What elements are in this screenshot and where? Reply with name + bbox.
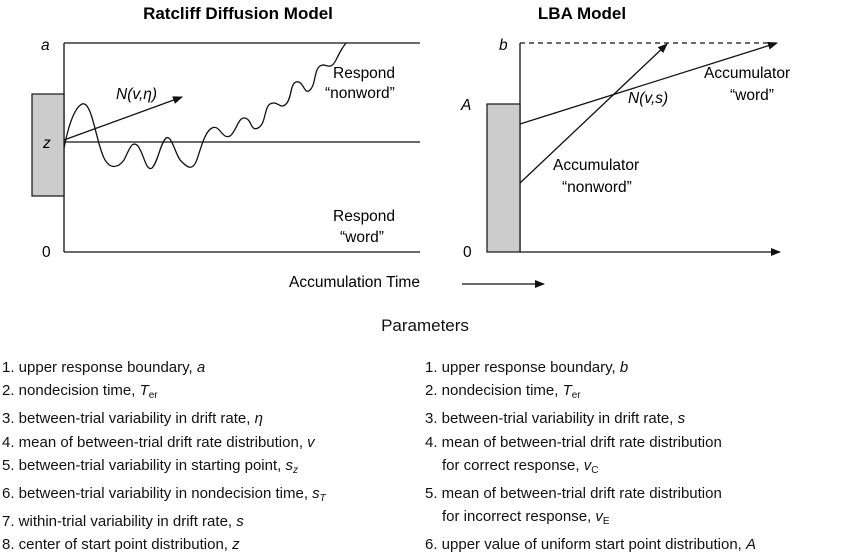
lba-parameter-item: 2. nondecision time, Ter [425, 379, 756, 407]
parameter-symbol: T [562, 382, 572, 400]
accumulator-nonword-line1: Accumulator [553, 157, 639, 174]
diffusion-sample-path [63, 42, 347, 170]
parameter-text: 8. center of start point distribution, [2, 536, 233, 554]
parameter-text: 1. upper response boundary, [425, 359, 620, 376]
diffusion-label-z: z [42, 135, 51, 152]
lba-drift-label: N(v,s) [628, 90, 668, 107]
respond-nonword-line1: Respond [333, 65, 395, 82]
parameter-subscript: er [148, 390, 158, 402]
parameter-symbol: a [196, 359, 206, 376]
lba-parameter-item: 5. mean of between-trial drift rate dist… [425, 482, 756, 505]
parameter-text: 4. mean of between-trial drift rate dist… [425, 433, 722, 451]
lba-label-b: b [499, 37, 508, 54]
parameter-symbol: v [583, 456, 592, 474]
respond-word-line1: Respond [333, 208, 395, 225]
diffusion-parameter-item: 7. within-trial variability in drift rat… [2, 510, 326, 533]
lba-nonword-accumulator-arrow [519, 43, 668, 184]
model-diagrams: Ratcliff Diffusion Model a z 0 N(v,η) Re… [31, 4, 790, 291]
parameter-subscript: T [319, 493, 326, 505]
lba-parameter-list: 1. upper response boundary, b 2. nondecis… [425, 356, 756, 557]
respond-nonword-line2: “nonword” [325, 85, 395, 102]
parameter-symbol: s [285, 456, 293, 474]
diffusion-parameter-item: 2. nondecision time, Ter [2, 379, 326, 407]
parameter-symbol: A [746, 536, 757, 554]
parameter-text: 7. within-trial variability in drift rat… [2, 513, 237, 531]
diffusion-parameter-item: 6. between-trial variability in nondecis… [2, 482, 326, 510]
diffusion-parameter-item: 8. center of start point distribution, z [2, 533, 326, 556]
parameter-text: 1. upper response boundary, [2, 359, 197, 376]
diffusion-parameter-item: 4. mean of between-trial drift rate dist… [2, 431, 326, 454]
diffusion-drift-arrow [63, 96, 183, 141]
diffusion-label-a: a [41, 37, 50, 54]
parameter-symbol: z [232, 536, 240, 554]
parameter-text: 2. nondecision time, [425, 382, 563, 400]
lba-parameter-item: 1. upper response boundary, b [425, 356, 756, 379]
lba-parameter-item: 4. mean of between-trial drift rate dist… [425, 431, 756, 454]
lba-label-zero: 0 [463, 244, 472, 261]
parameter-subscript: z [292, 464, 298, 476]
lba-word-accumulator-arrow [519, 41, 778, 125]
diffusion-parameter-item: 5. between-trial variability in starting… [2, 454, 326, 482]
parameter-text: 3. between-trial variability in drift ra… [425, 410, 678, 428]
diffusion-nondecision-box [31, 93, 65, 197]
diffusion-parameter-list: 1. upper response boundary, a 2. nondecis… [2, 356, 326, 557]
lba-parameter-item-continued: for correct response, vC [425, 454, 756, 482]
parameter-text: for incorrect response, [442, 508, 596, 526]
accumulator-word-line1: Accumulator [704, 65, 790, 82]
lba-parameter-item: 3. between-trial variability in drift ra… [425, 407, 756, 430]
accumulator-word-line2: “word” [730, 87, 774, 104]
lba-parameter-item-continued: for incorrect response, vE [425, 505, 756, 533]
diffusion-title: Ratcliff Diffusion Model [143, 4, 333, 23]
parameter-symbol: s [236, 513, 244, 531]
diffusion-parameter-item: 3. between-trial variability in drift ra… [2, 407, 326, 430]
accumulator-nonword-line2: “nonword” [562, 179, 632, 196]
parameter-symbol: s [677, 410, 686, 428]
parameter-symbol: η [254, 410, 263, 428]
parameter-symbol: b [619, 359, 629, 376]
diffusion-parameter-item: 1. upper response boundary, a [2, 356, 326, 379]
accumulation-time-label: Accumulation Time [289, 274, 420, 291]
lba-label-A: A [460, 97, 471, 114]
parameter-subscript: er [571, 390, 581, 402]
lba-start-point-box [486, 103, 521, 253]
parameter-subscript: C [591, 464, 599, 476]
parameter-text: 2. nondecision time, [2, 382, 140, 400]
parameter-text: 4. mean of between-trial drift rate dist… [2, 433, 308, 451]
parameter-subscript: E [602, 516, 610, 528]
parameter-text: 6. between-trial variability in nondecis… [2, 485, 313, 503]
parameter-symbol: s [312, 485, 320, 503]
parameter-text: 3. between-trial variability in drift ra… [2, 410, 255, 428]
lba-parameter-item: 6. upper value of uniform start point di… [425, 533, 756, 556]
parameter-text: 5. between-trial variability in starting… [2, 456, 286, 474]
parameters-heading: Parameters [381, 316, 469, 335]
diffusion-drift-label: N(v,η) [116, 86, 157, 103]
parameter-text: 6. upper value of uniform start point di… [425, 536, 747, 554]
parameter-symbol: v [307, 433, 315, 451]
parameter-text: 5. mean of between-trial drift rate dist… [425, 485, 722, 503]
parameter-symbol: v [595, 508, 603, 526]
lba-title: LBA Model [538, 4, 626, 23]
diffusion-label-zero: 0 [42, 244, 51, 261]
parameter-text: for correct response, [442, 456, 584, 474]
parameter-symbol: T [139, 382, 149, 400]
respond-word-line2: “word” [340, 229, 384, 246]
